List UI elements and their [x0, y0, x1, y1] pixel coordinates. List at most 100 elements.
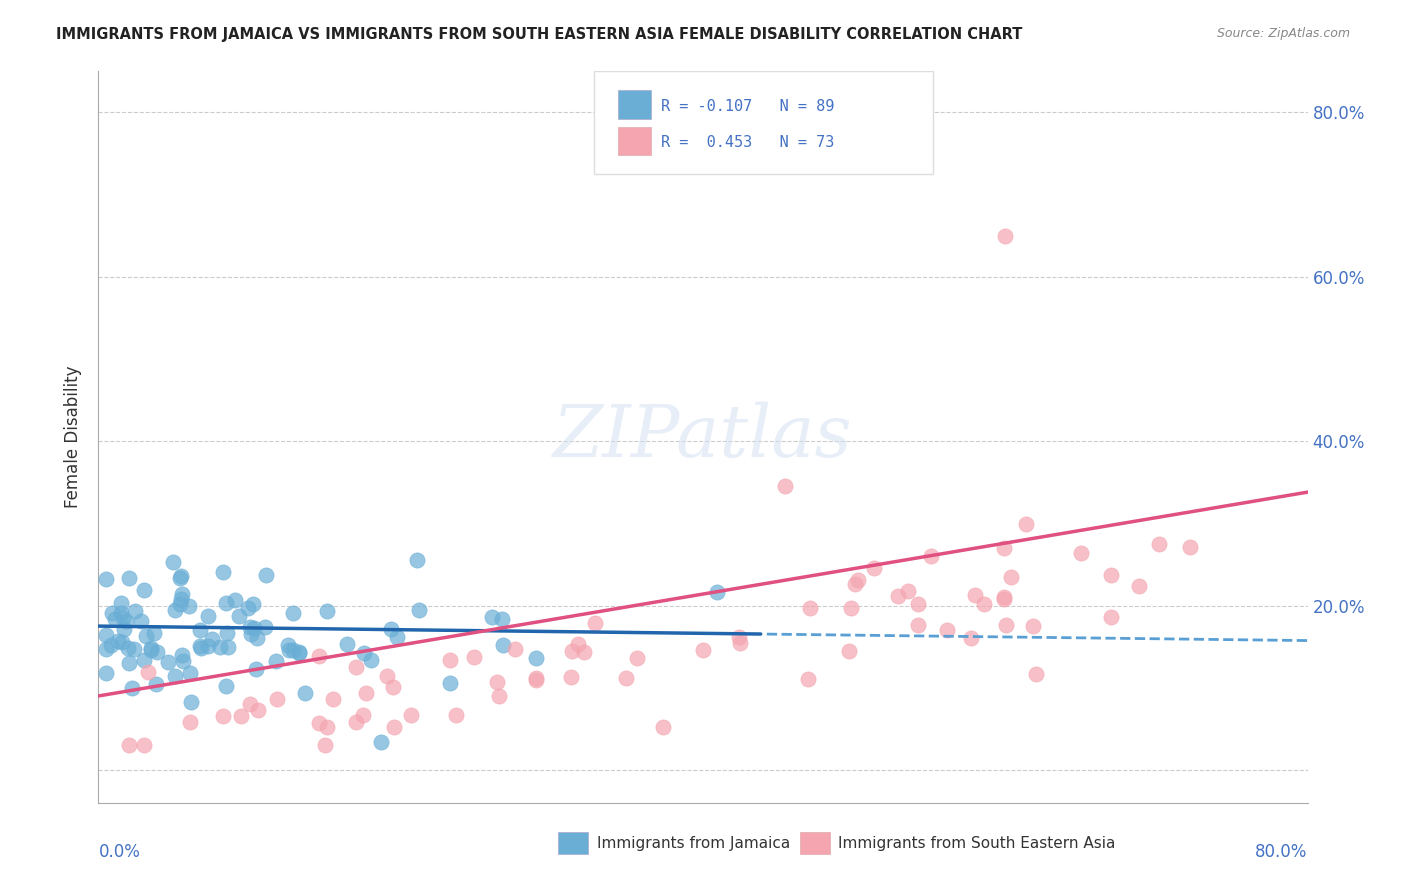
- Point: [246, 632, 269, 646]
- Point: [315, 604, 337, 618]
- Point: [246, 703, 269, 717]
- Point: [264, 654, 287, 668]
- Point: [838, 644, 860, 658]
- Point: [344, 659, 367, 673]
- Point: [491, 638, 513, 652]
- Point: [134, 739, 156, 753]
- Point: [1000, 570, 1022, 584]
- Point: [224, 593, 246, 607]
- Text: 0.0%: 0.0%: [98, 843, 141, 861]
- Point: [217, 640, 239, 654]
- Point: [228, 609, 250, 624]
- Point: [567, 637, 589, 651]
- Point: [141, 640, 163, 655]
- Point: [124, 605, 146, 619]
- FancyBboxPatch shape: [800, 832, 830, 854]
- Point: [375, 668, 398, 682]
- Point: [100, 639, 122, 653]
- Point: [380, 622, 402, 636]
- Point: [179, 714, 201, 729]
- Point: [253, 620, 276, 634]
- Point: [110, 596, 132, 610]
- Point: [797, 672, 820, 686]
- FancyBboxPatch shape: [619, 90, 651, 119]
- Point: [354, 686, 377, 700]
- Point: [118, 571, 141, 585]
- Point: [481, 610, 503, 624]
- Point: [188, 639, 211, 653]
- Point: [254, 568, 277, 582]
- Point: [211, 566, 233, 580]
- Point: [240, 627, 263, 641]
- Point: [799, 600, 821, 615]
- Point: [616, 671, 638, 685]
- Y-axis label: Female Disability: Female Disability: [65, 366, 83, 508]
- Point: [728, 636, 751, 650]
- Point: [277, 638, 299, 652]
- Point: [118, 656, 141, 670]
- Point: [839, 601, 862, 615]
- Point: [897, 584, 920, 599]
- Point: [145, 676, 167, 690]
- Point: [110, 606, 132, 620]
- Point: [920, 549, 942, 564]
- Point: [104, 612, 127, 626]
- Point: [94, 641, 117, 656]
- Point: [115, 614, 138, 628]
- Point: [1128, 579, 1150, 593]
- Point: [170, 591, 193, 606]
- Point: [242, 597, 264, 611]
- FancyBboxPatch shape: [595, 71, 932, 174]
- Point: [439, 675, 461, 690]
- Point: [277, 643, 299, 657]
- Point: [236, 600, 259, 615]
- Point: [170, 648, 193, 662]
- Point: [135, 629, 157, 643]
- Point: [706, 584, 728, 599]
- Point: [485, 674, 508, 689]
- Point: [111, 634, 134, 648]
- Point: [1025, 667, 1047, 681]
- Point: [146, 644, 169, 658]
- Point: [288, 645, 311, 659]
- Point: [139, 643, 162, 657]
- Point: [1180, 540, 1202, 554]
- Point: [560, 670, 582, 684]
- Point: [243, 621, 266, 635]
- Point: [121, 681, 143, 695]
- Point: [993, 541, 1015, 556]
- Point: [524, 651, 547, 665]
- Point: [197, 609, 219, 624]
- Point: [94, 628, 117, 642]
- Point: [907, 617, 929, 632]
- Point: [283, 642, 305, 657]
- Point: [169, 597, 191, 611]
- Point: [488, 689, 510, 703]
- Point: [385, 630, 408, 644]
- Point: [308, 648, 330, 663]
- Point: [111, 611, 134, 625]
- Point: [344, 715, 367, 730]
- Point: [1070, 546, 1092, 560]
- Point: [294, 686, 316, 700]
- Point: [266, 692, 288, 706]
- Point: [179, 666, 201, 681]
- Point: [963, 588, 986, 602]
- Point: [163, 603, 186, 617]
- Point: [142, 626, 165, 640]
- Point: [170, 568, 193, 582]
- Point: [993, 590, 1015, 604]
- Point: [197, 639, 219, 653]
- Text: 80.0%: 80.0%: [1256, 843, 1308, 861]
- Point: [524, 673, 547, 688]
- Point: [352, 708, 374, 723]
- Point: [208, 640, 231, 654]
- Point: [727, 630, 749, 644]
- Point: [583, 616, 606, 631]
- Text: R =  0.453   N = 73: R = 0.453 N = 73: [661, 135, 834, 150]
- Point: [887, 589, 910, 603]
- Point: [281, 607, 304, 621]
- Point: [370, 735, 392, 749]
- Point: [117, 739, 139, 753]
- Point: [94, 572, 117, 586]
